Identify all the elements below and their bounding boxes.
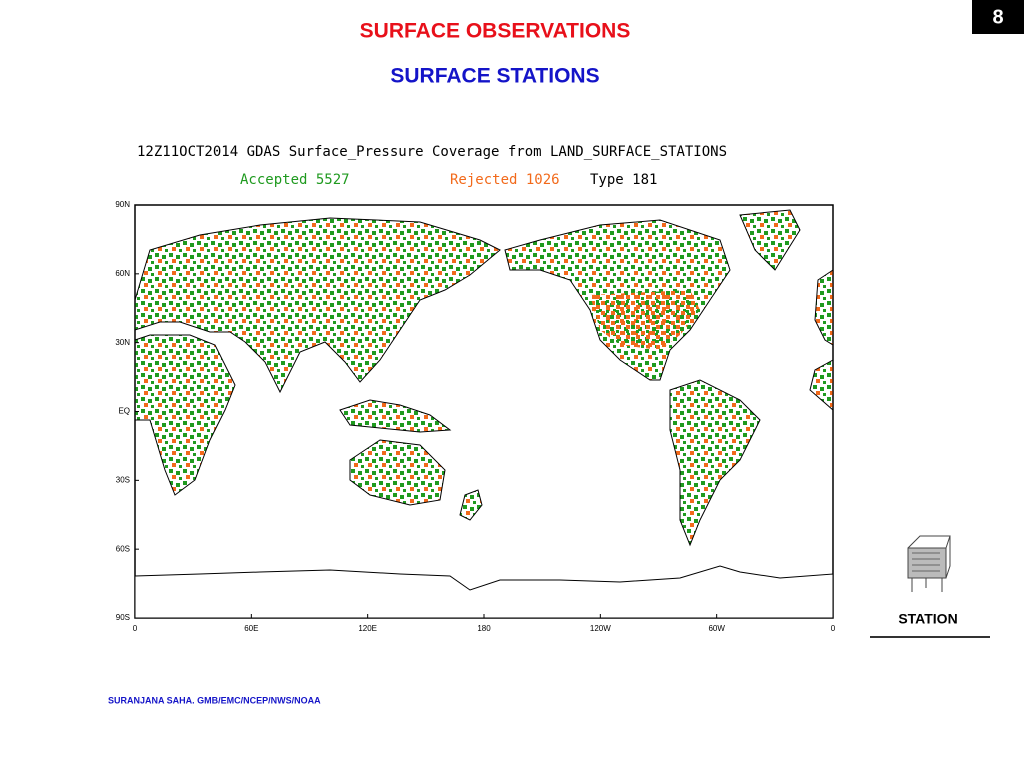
lon-label: 0 (831, 624, 836, 633)
page-number: 8 (992, 6, 1003, 28)
lat-label: 90S (116, 613, 130, 622)
lon-label: 0 (133, 624, 138, 633)
antarctica (134, 565, 834, 619)
land (134, 209, 834, 619)
lat-labels: 90N 60N 30N EQ 30S 60S 90S (115, 200, 139, 622)
west-europe-africa (814, 269, 834, 346)
legend-entry: Accepted 5527 (240, 172, 350, 188)
lon-labels: 0 60E 120E 180 120W 60W 0 (133, 614, 836, 633)
map-title: 12Z11OCT2014 GDAS Surface_Pressure Cover… (137, 144, 727, 160)
lon-label: 120E (358, 624, 377, 633)
west-africa (809, 359, 834, 412)
map-legend: Accepted 5527 Rejected 1026 Type 181 (240, 172, 657, 188)
australia (349, 439, 446, 506)
new-zealand (459, 489, 483, 521)
greenland (739, 209, 801, 271)
lat-label: 60S (116, 544, 130, 553)
page-number-box (972, 0, 1024, 34)
lat-label: 30N (115, 338, 130, 347)
lon-label: 60W (708, 624, 725, 633)
lat-label: EQ (118, 407, 130, 416)
south-america (669, 379, 761, 547)
eurasia (134, 217, 501, 394)
lat-label: 30S (116, 475, 130, 484)
slide-title: SURFACE OBSERVATIONS (360, 20, 631, 43)
lon-label: 60E (244, 624, 258, 633)
southeast-asia (339, 399, 452, 433)
station-icon (907, 535, 951, 592)
map: 90N 60N 30N EQ 30S 60S 90S 0 60E 120E 180 120W 60W 0 (115, 200, 835, 633)
footer: SURANJANA SAHA. GMB/EMC/NCEP/NWS/NOAA (108, 695, 321, 705)
slide-subtitle: SURFACE STATIONS (390, 65, 599, 88)
lon-label: 120W (590, 624, 611, 633)
lon-label: 180 (477, 624, 491, 633)
lat-label: 90N (115, 200, 130, 209)
united-states (590, 290, 700, 350)
legend-entry: Rejected 1026 (450, 172, 560, 188)
legend-entry: Type 181 (590, 172, 657, 188)
africa (134, 334, 236, 496)
station-label: STATION (898, 611, 957, 627)
lat-label: 60N (115, 269, 130, 278)
